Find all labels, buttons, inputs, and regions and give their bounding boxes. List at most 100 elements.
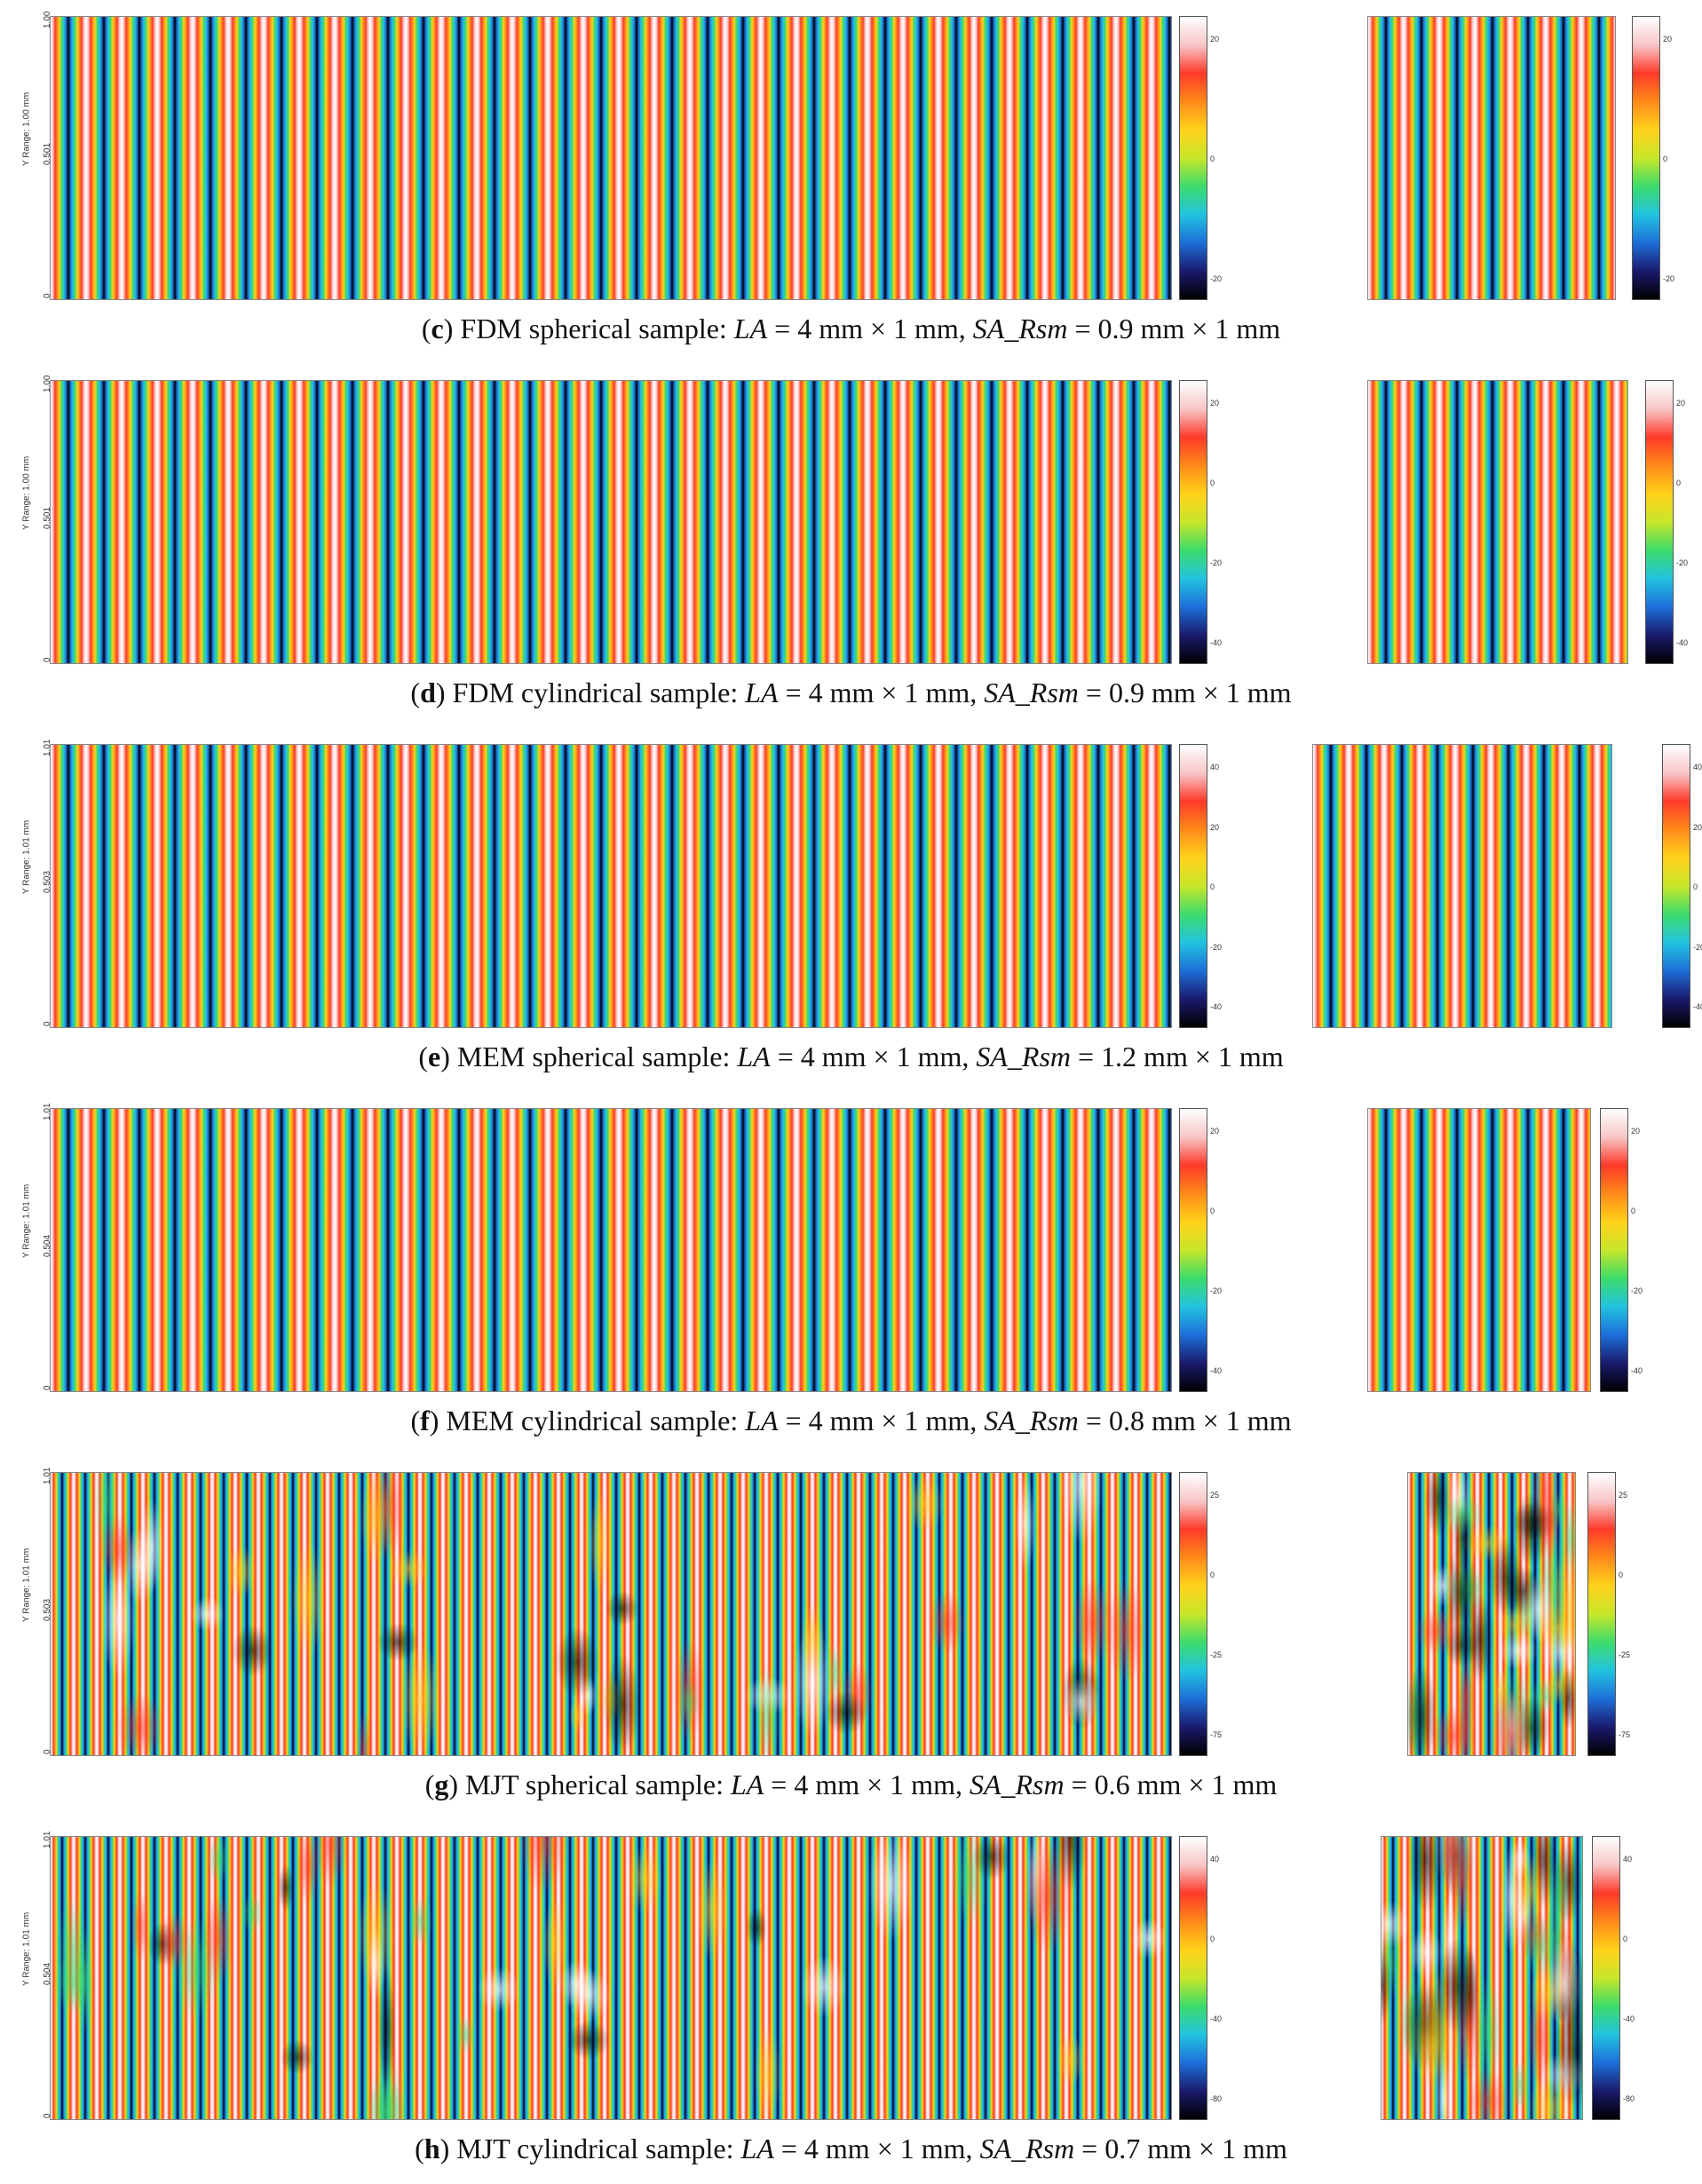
- height-map-full: [50, 1108, 1172, 1392]
- caption-label: MJT spherical sample:: [458, 1769, 731, 1800]
- caption-label: MJT cylindrical sample:: [449, 2133, 741, 2164]
- y-axis: Y Range: 1.01 mm 1.01 0.504 0: [18, 1832, 53, 2118]
- colorbar-tick: 0: [1623, 1935, 1628, 1943]
- colorbar-tick: -40: [1210, 1002, 1223, 1011]
- colorbar-tick: -40: [1631, 1366, 1643, 1375]
- colorbar-full: 25 0 -25 -75: [1179, 1472, 1222, 1756]
- panel-caption: (h) MJT cylindrical sample: LA = 4 mm × …: [415, 2133, 1287, 2164]
- colorbar-tick: -20: [1210, 558, 1223, 567]
- y-axis-title: Y Range: 1.01 mm: [21, 1183, 32, 1258]
- panel-caption: (c) FDM spherical sample: LA = 4 mm × 1 …: [421, 313, 1281, 344]
- colorbar-tick: 20: [1210, 35, 1220, 44]
- la-symbol: LA: [737, 1041, 771, 1072]
- height-map-full: [50, 1836, 1172, 2120]
- y-axis: Y Range: 1.01 mm 1.01 0.503 0: [18, 1468, 53, 1754]
- colorbar-crop: 25 0 -25 -75: [1587, 1472, 1630, 1756]
- height-map-full: [50, 16, 1172, 300]
- panel-caption: (e) MEM spherical sample: LA = 4 mm × 1 …: [418, 1041, 1284, 1072]
- colorbar-tick: 20: [1663, 35, 1673, 44]
- sa-value: = 0.7 mm × 1 mm: [1074, 2133, 1287, 2164]
- caption-label: MEM cylindrical sample:: [439, 1405, 746, 1436]
- colorbar-full: 20 0 -20: [1179, 16, 1222, 300]
- colorbar-tick: -20: [1693, 942, 1702, 952]
- colorbar-tick: 40: [1693, 763, 1702, 772]
- height-map-full: [50, 1472, 1172, 1756]
- colorbar-full: 20 0 -20 -40: [1179, 1108, 1222, 1392]
- colorbar-tick: 0: [1619, 1571, 1624, 1579]
- y-axis: Y Range: 1.00 mm 1.00 0.501 0: [18, 12, 53, 298]
- colorbar-tick: -80: [1623, 2094, 1635, 2103]
- caption-label: FDM spherical sample:: [453, 313, 734, 344]
- y-axis-title: Y Range: 1.01 mm: [21, 1547, 32, 1622]
- colorbar-tick: -80: [1210, 2094, 1223, 2103]
- panel-caption: (d) FDM cylindrical sample: LA = 4 mm × …: [410, 677, 1292, 708]
- colorbar-tick: -40: [1210, 2014, 1223, 2023]
- colorbar-tick: 20: [1210, 822, 1220, 832]
- colorbar-tick: -40: [1623, 2014, 1635, 2023]
- la-value: = 4 mm × 1 mm,: [770, 1041, 977, 1072]
- sa-symbol: SA_Rsm: [976, 1041, 1071, 1072]
- height-map-crop: [1407, 1472, 1576, 1756]
- la-symbol: LA: [740, 2133, 774, 2164]
- height-map-full: [50, 744, 1172, 1028]
- colorbar-full: 20 0 -20 -40: [1179, 380, 1222, 664]
- panel-caption: (g) MJT spherical sample: LA = 4 mm × 1 …: [424, 1769, 1278, 1800]
- colorbar-tick: -25: [1619, 1650, 1631, 1659]
- panel-letter: g: [434, 1769, 449, 1800]
- figure-panel-g: Y Range: 1.01 mm 1.01 0.503 0 25 0 -25 -75 25 0 -2…: [0, 1456, 1702, 1820]
- colorbar-tick: 0: [1210, 1571, 1215, 1579]
- colorbar-tick: 0: [1631, 1207, 1636, 1215]
- colorbar-tick: 0: [1676, 479, 1682, 487]
- colorbar-tick: 0: [1663, 154, 1668, 163]
- panel-caption: (f) MEM cylindrical sample: LA = 4 mm × …: [410, 1405, 1292, 1436]
- colorbar-tick: -40: [1210, 1366, 1223, 1375]
- height-map-crop: [1381, 1836, 1583, 2120]
- y-axis-title: Y Range: 1.00 mm: [21, 455, 32, 530]
- sa-symbol: SA_Rsm: [979, 2133, 1075, 2164]
- y-axis: Y Range: 1.00 mm 1.00 0.501 0: [18, 376, 53, 662]
- height-map-crop: [1367, 380, 1628, 664]
- y-axis-title: Y Range: 1.01 mm: [21, 1911, 32, 1986]
- la-symbol: LA: [730, 1769, 764, 1800]
- sa-value: = 0.9 mm × 1 mm: [1067, 313, 1281, 344]
- colorbar-tick: 0: [1693, 882, 1698, 891]
- sa-symbol: SA_Rsm: [984, 1405, 1079, 1436]
- colorbar-tick: 25: [1210, 1491, 1220, 1500]
- y-axis: Y Range: 1.01 mm 1.01 0.503 0: [18, 740, 53, 1026]
- colorbar-crop: 20 0 -20: [1632, 16, 1674, 300]
- colorbar-tick: 0: [1210, 882, 1215, 891]
- colorbar-tick: -20: [1210, 942, 1223, 952]
- la-value: = 4 mm × 1 mm,: [778, 1405, 985, 1436]
- sa-symbol: SA_Rsm: [972, 313, 1068, 344]
- colorbar-tick: 20: [1693, 822, 1702, 832]
- la-value: = 4 mm × 1 mm,: [767, 313, 973, 344]
- y-axis: Y Range: 1.01 mm 1.01 0.504 0: [18, 1104, 53, 1390]
- colorbar-crop: 20 0 -20 -40: [1600, 1108, 1643, 1392]
- colorbar-tick: 20: [1631, 1127, 1641, 1136]
- la-symbol: LA: [733, 313, 768, 344]
- figure-panel-d: Y Range: 1.00 mm 1.00 0.501 0 20 0 -20 -40 20 0 -2…: [0, 364, 1702, 728]
- la-value: = 4 mm × 1 mm,: [778, 677, 985, 708]
- colorbar-tick: 40: [1623, 1855, 1633, 1864]
- colorbar-tick: -40: [1210, 638, 1223, 647]
- height-map-full: [50, 380, 1172, 664]
- la-value: = 4 mm × 1 mm,: [764, 1769, 970, 1800]
- colorbar-tick: -75: [1619, 1730, 1631, 1739]
- colorbar-tick: 40: [1210, 763, 1220, 772]
- caption-label: FDM cylindrical sample:: [445, 677, 746, 708]
- colorbar-tick: 20: [1676, 399, 1686, 408]
- colorbar-tick: -40: [1693, 1002, 1702, 1011]
- colorbar-tick: 20: [1210, 399, 1220, 408]
- colorbar-full: 40 0 -40 -80: [1179, 1836, 1222, 2120]
- colorbar-tick: 20: [1210, 1127, 1220, 1136]
- sa-symbol: SA_Rsm: [984, 677, 1079, 708]
- colorbar-tick: 0: [1210, 154, 1215, 163]
- la-symbol: LA: [745, 677, 779, 708]
- colorbar-tick: -25: [1210, 1650, 1223, 1659]
- height-map-crop: [1312, 744, 1612, 1028]
- sa-value: = 0.9 mm × 1 mm: [1078, 677, 1292, 708]
- panel-letter: f: [420, 1405, 430, 1436]
- colorbar-tick: 25: [1619, 1491, 1628, 1500]
- sa-value: = 1.2 mm × 1 mm: [1071, 1041, 1284, 1072]
- caption-label: MEM spherical sample:: [449, 1041, 738, 1072]
